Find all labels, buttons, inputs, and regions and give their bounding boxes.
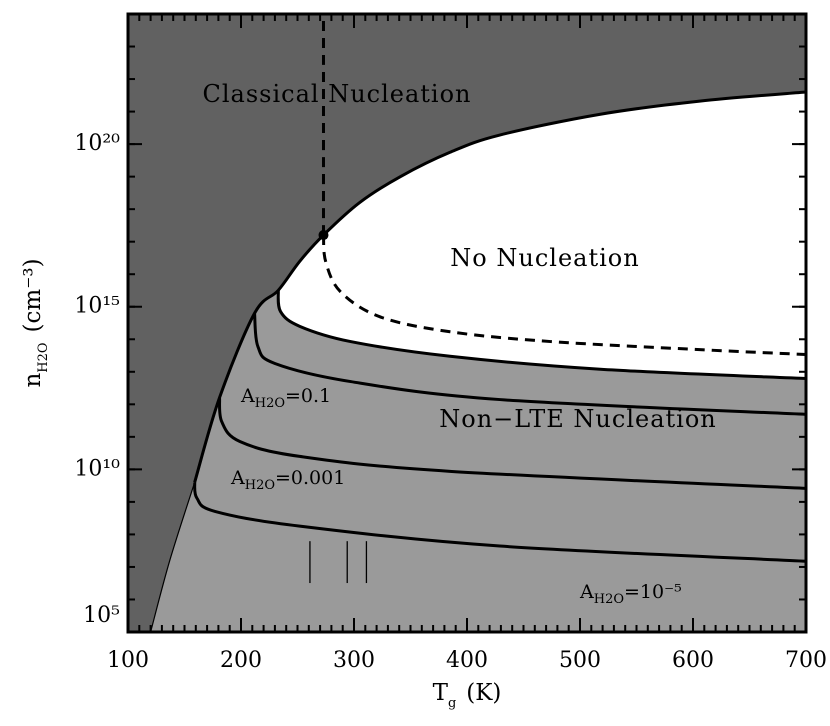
annotation-subscript: H2O — [594, 592, 624, 607]
x-axis-label: Tg (K) — [433, 680, 502, 711]
y-tick-label: 10¹⁰ — [74, 456, 120, 481]
y-tick-label: 10⁵ — [83, 603, 120, 628]
annotation-text: =0.001 — [275, 467, 345, 489]
region-label: Non−LTE Nucleation — [439, 405, 716, 433]
axes: 100 200 300 400 500 600 700 10⁵ 10¹⁰ 10¹⁵ 10²⁰ — [74, 12, 827, 673]
curve — [253, 313, 806, 416]
annotation-text: =0.1 — [285, 385, 331, 407]
x-label-unit: (K) — [466, 680, 501, 706]
x-tick-label: 600 — [672, 648, 714, 673]
x-tick-label: 200 — [220, 648, 262, 673]
region-label: No Nucleation — [450, 244, 639, 272]
curve — [321, 234, 806, 356]
x-tick-label: 400 — [446, 648, 488, 673]
annotation-subscript: H2O — [255, 396, 285, 411]
curves — [150, 14, 806, 632]
annotation-symbol: A — [240, 385, 255, 407]
annotation: AH2O=10⁻⁵ — [579, 581, 682, 607]
y-tick-label: 10¹⁵ — [74, 294, 120, 319]
annotation-subscript: H2O — [245, 478, 275, 493]
y-label-symbol: n — [20, 373, 46, 388]
x-tick-label: 700 — [785, 648, 827, 673]
x-label-symbol: T — [433, 680, 449, 706]
x-tick-label: 500 — [559, 648, 601, 673]
y-label-subscript: H2O — [36, 342, 51, 372]
curve — [276, 290, 806, 381]
annotation: AH2O=0.001 — [230, 467, 345, 493]
x-label-subscript: g — [448, 696, 456, 711]
annotation-text: =10⁻⁵ — [624, 581, 682, 603]
annotation-symbol: A — [230, 467, 245, 489]
curve — [193, 90, 806, 483]
y-label-unit: (cm⁻³) — [20, 258, 46, 332]
annotation: AH2O=0.1 — [240, 385, 331, 411]
y-tick-label: 10²⁰ — [74, 131, 120, 156]
curve — [150, 482, 196, 632]
curve — [193, 482, 806, 563]
x-tick-label: 100 — [107, 648, 149, 673]
y-axis-label: nH2O (cm⁻³) — [20, 258, 51, 387]
point — [318, 230, 329, 241]
regions — [128, 14, 806, 632]
region-label: Classical Nucleation — [202, 80, 471, 108]
annotation-symbol: A — [579, 581, 594, 603]
curve — [218, 397, 806, 490]
x-tick-label: 300 — [333, 648, 375, 673]
no-nucleation-region — [278, 92, 806, 379]
